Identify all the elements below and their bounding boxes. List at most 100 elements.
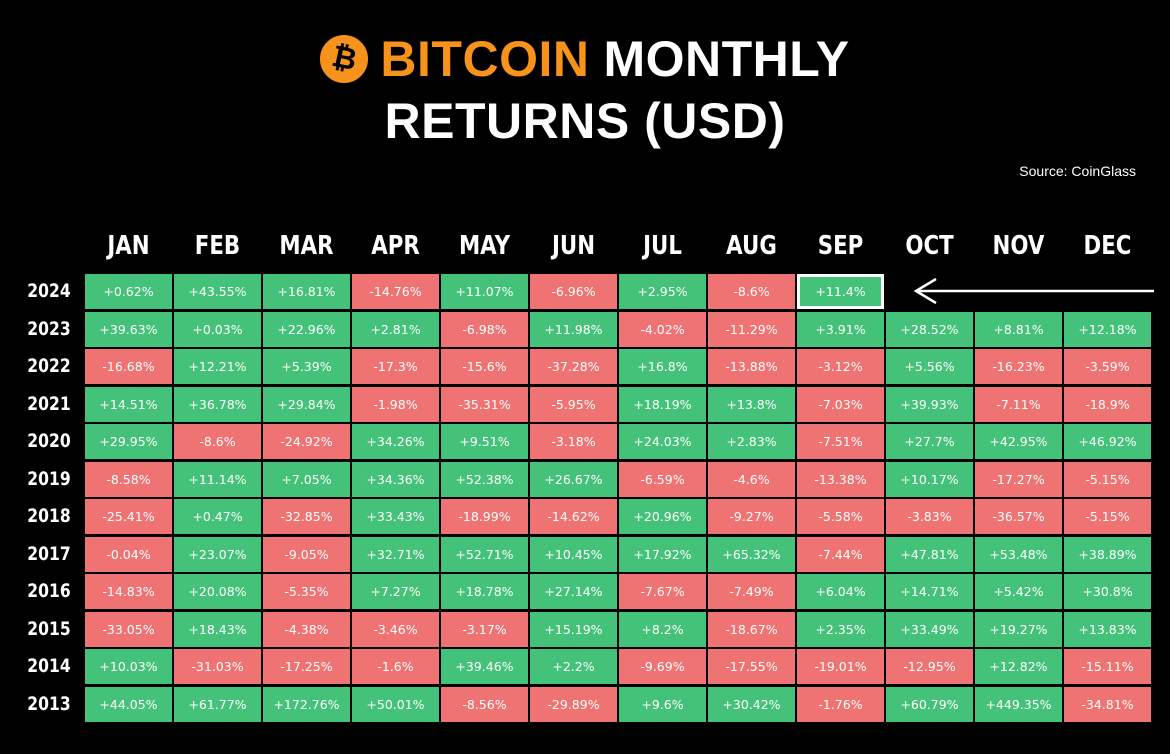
return-cell-2021-apr: -1.98% <box>352 386 439 422</box>
return-cell-2021-jan: +14.51% <box>85 386 172 422</box>
return-cell-2013-oct: +60.79% <box>886 686 973 722</box>
return-cell-2020-jan: +29.95% <box>85 424 172 459</box>
return-cell-2022-dec: -3.59% <box>1064 349 1151 384</box>
return-cell-2022-apr: -17.3% <box>352 349 439 384</box>
return-cell-2024-sep: +11.4% <box>797 274 884 309</box>
return-cell-2022-jul: +16.8% <box>619 349 706 384</box>
return-cell-2016-dec: +30.8% <box>1064 574 1151 609</box>
return-cell-2024-jun: -6.96% <box>530 274 617 309</box>
return-cell-2024-jul: +2.95% <box>619 274 706 309</box>
return-cell-2017-jul: +17.92% <box>619 536 706 572</box>
return-cell-2014-aug: -17.55% <box>708 649 795 684</box>
return-cell-2016-apr: +7.27% <box>352 574 439 609</box>
return-cell-2024-apr: -14.76% <box>352 274 439 309</box>
return-cell-2021-may: -35.31% <box>441 386 528 422</box>
return-cell-2018-jun: -14.62% <box>530 499 617 534</box>
return-cell-2014-oct: -12.95% <box>886 649 973 684</box>
return-cell-2022-jan: -16.68% <box>85 349 172 384</box>
year-label-2023: 2023 <box>27 317 71 340</box>
return-cell-2017-dec: +38.89% <box>1064 536 1151 572</box>
return-cell-2018-oct: -3.83% <box>886 499 973 534</box>
return-cell-2024-mar: +16.81% <box>263 274 350 309</box>
month-header-aug: AUG <box>726 231 777 261</box>
return-cell-2020-jun: -3.18% <box>530 424 617 459</box>
return-cell-2020-dec: +46.92% <box>1064 424 1151 459</box>
return-cell-2013-feb: +61.77% <box>174 686 261 722</box>
return-cell-2015-dec: +13.83% <box>1064 611 1151 647</box>
return-cell-2013-apr: +50.01% <box>352 686 439 722</box>
return-cell-2015-apr: -3.46% <box>352 611 439 647</box>
return-cell-2020-aug: +2.83% <box>708 424 795 459</box>
return-cell-2016-feb: +20.08% <box>174 574 261 609</box>
return-cell-2018-nov: -36.57% <box>975 499 1062 534</box>
return-cell-2023-sep: +3.91% <box>797 311 884 347</box>
return-cell-2022-sep: -3.12% <box>797 349 884 384</box>
return-cell-2021-sep: -7.03% <box>797 386 884 422</box>
return-cell-2015-jan: -33.05% <box>85 611 172 647</box>
return-cell-2020-jul: +24.03% <box>619 424 706 459</box>
return-cell-2022-may: -15.6% <box>441 349 528 384</box>
return-cell-2023-dec: +12.18% <box>1064 311 1151 347</box>
return-cell-2021-jun: -5.95% <box>530 386 617 422</box>
return-cell-2024-jan: +0.62% <box>85 274 172 309</box>
return-cell-2017-aug: +65.32% <box>708 536 795 572</box>
return-cell-2014-feb: -31.03% <box>174 649 261 684</box>
return-cell-2014-may: +39.46% <box>441 649 528 684</box>
return-cell-2019-oct: +10.17% <box>886 461 973 497</box>
month-header-sep: SEP <box>817 231 864 261</box>
return-cell-2018-mar: -32.85% <box>263 499 350 534</box>
month-header-mar: MAR <box>279 231 334 261</box>
return-cell-2013-jan: +44.05% <box>85 686 172 722</box>
return-cell-2022-feb: +12.21% <box>174 349 261 384</box>
return-cell-2013-jul: +9.6% <box>619 686 706 722</box>
return-cell-2018-may: -18.99% <box>441 499 528 534</box>
return-cell-2018-sep: -5.58% <box>797 499 884 534</box>
return-cell-2019-jan: -8.58% <box>85 461 172 497</box>
return-cell-2015-may: -3.17% <box>441 611 528 647</box>
return-cell-2018-jan: -25.41% <box>85 499 172 534</box>
return-cell-2019-jun: +26.67% <box>530 461 617 497</box>
bitcoin-logo-icon: ₿ <box>320 35 369 83</box>
return-cell-2023-aug: -11.29% <box>708 311 795 347</box>
return-cell-2016-jul: -7.67% <box>619 574 706 609</box>
arrow-icon <box>913 277 1154 305</box>
return-cell-2022-aug: -13.88% <box>708 349 795 384</box>
month-header-oct: OCT <box>905 231 954 261</box>
month-header-jul: JUL <box>643 231 682 261</box>
year-label-2020: 2020 <box>27 430 71 452</box>
return-cell-2018-aug: -9.27% <box>708 499 795 534</box>
month-header-feb: FEB <box>194 231 241 261</box>
return-cell-2016-sep: +6.04% <box>797 574 884 609</box>
return-cell-2019-mar: +7.05% <box>263 461 350 497</box>
return-cell-2014-sep: -19.01% <box>797 649 884 684</box>
return-cell-2021-aug: +13.8% <box>708 386 795 422</box>
return-cell-2014-mar: -17.25% <box>263 649 350 684</box>
return-cell-2023-apr: +2.81% <box>352 311 439 347</box>
return-cell-2014-dec: -15.11% <box>1064 649 1151 684</box>
year-label-2015: 2015 <box>27 617 71 640</box>
return-cell-2024-feb: +43.55% <box>174 274 261 309</box>
return-cell-2021-dec: -18.9% <box>1064 386 1151 422</box>
return-cell-2022-oct: +5.56% <box>886 349 973 384</box>
return-cell-2015-feb: +18.43% <box>174 611 261 647</box>
return-cell-2023-jan: +39.63% <box>85 311 172 347</box>
return-cell-2020-feb: -8.6% <box>174 424 261 459</box>
year-label-2021: 2021 <box>27 392 71 415</box>
return-cell-2019-apr: +34.36% <box>352 461 439 497</box>
return-cell-2016-aug: -7.49% <box>708 574 795 609</box>
return-cell-2023-nov: +8.81% <box>975 311 1062 347</box>
return-cell-2020-oct: +27.7% <box>886 424 973 459</box>
return-cell-2021-nov: -7.11% <box>975 386 1062 422</box>
return-cell-2020-sep: -7.51% <box>797 424 884 459</box>
return-cell-2021-oct: +39.93% <box>886 386 973 422</box>
return-cell-2023-jun: +11.98% <box>530 311 617 347</box>
year-label-2014: 2014 <box>27 655 71 677</box>
year-label-2018: 2018 <box>27 505 71 527</box>
return-cell-2015-jul: +8.2% <box>619 611 706 647</box>
return-cell-2020-nov: +42.95% <box>975 424 1062 459</box>
year-label-2016: 2016 <box>27 580 71 602</box>
return-cell-2013-nov: +449.35% <box>975 686 1062 722</box>
year-label-2019: 2019 <box>27 467 71 490</box>
return-cell-2014-jan: +10.03% <box>85 649 172 684</box>
month-header-dec: DEC <box>1083 231 1132 261</box>
